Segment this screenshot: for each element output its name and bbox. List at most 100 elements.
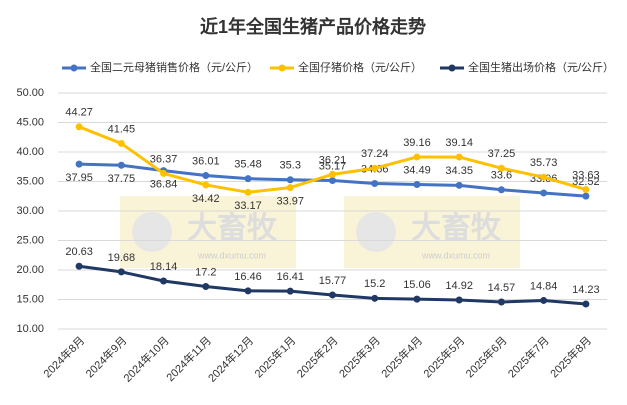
data-point: [540, 296, 548, 304]
data-label: 17.2: [195, 266, 216, 278]
data-point: [371, 294, 379, 302]
x-tick-label: 2024年8月: [40, 333, 87, 380]
data-label: 44.27: [65, 107, 93, 119]
data-point: [160, 169, 168, 177]
data-label: 15.2: [364, 278, 385, 290]
legend-label: 全国生猪出场价格（元/公斤）: [468, 60, 614, 74]
watermark-logo: [132, 212, 172, 252]
data-label: 19.68: [108, 252, 136, 264]
data-label: 35.73: [530, 157, 558, 169]
watermark-brand: 大畜牧: [411, 211, 502, 245]
data-point: [413, 295, 421, 303]
data-label: 16.46: [234, 271, 262, 283]
data-label: 14.84: [530, 280, 558, 292]
data-point: [371, 164, 379, 172]
legend-marker: [70, 64, 78, 72]
y-tick-label: 20.00: [16, 264, 44, 276]
data-point: [582, 300, 590, 308]
data-label: 37.95: [65, 172, 93, 184]
y-tick-label: 30.00: [16, 205, 44, 217]
data-label: 33.6: [491, 170, 512, 182]
data-label: 33.63: [572, 169, 600, 181]
data-point: [455, 153, 463, 161]
data-point: [455, 181, 463, 189]
y-tick-label: 15.00: [16, 293, 44, 305]
data-label: 14.92: [445, 280, 473, 292]
data-label: 36.84: [150, 179, 178, 191]
data-point: [455, 296, 463, 304]
data-label: 36.01: [192, 155, 220, 167]
data-label: 35.48: [234, 159, 262, 171]
data-point: [329, 291, 336, 299]
data-point: [540, 173, 548, 181]
watermark-url: www.dxumu.com: [197, 250, 266, 260]
legend-label: 全国二元母猪销售价格（元/公斤）: [90, 60, 258, 74]
data-point: [286, 176, 294, 184]
data-label: 16.41: [277, 271, 305, 283]
data-point: [244, 188, 252, 196]
data-point: [202, 172, 210, 180]
y-tick-label: 50.00: [16, 87, 44, 99]
watermark-url: www.dxumu.com: [421, 250, 490, 260]
x-tick-label: 2025年1月: [251, 333, 298, 380]
data-label: 36.21: [319, 154, 347, 166]
x-tick-label: 2024年9月: [82, 333, 129, 380]
data-point: [286, 184, 294, 192]
data-label: 35.3: [280, 160, 301, 172]
x-tick-label: 2024年10月: [120, 333, 171, 384]
data-label: 20.63: [65, 246, 93, 258]
chart-title: 近1年全国生猪产品价格走势: [200, 16, 426, 37]
data-point: [497, 186, 505, 194]
data-label: 34.42: [192, 193, 220, 205]
x-tick-label: 2025年5月: [420, 333, 467, 380]
data-label: 15.06: [403, 279, 431, 291]
x-tick-label: 2025年2月: [294, 333, 341, 380]
data-point: [75, 123, 83, 131]
x-tick-label: 2025年3月: [336, 333, 383, 380]
data-point: [582, 192, 590, 200]
data-point: [202, 283, 210, 291]
watermark-brand: 大畜牧: [187, 211, 278, 245]
data-point: [329, 170, 336, 178]
data-label: 34.35: [445, 165, 473, 177]
x-tick-label: 2025年4月: [378, 333, 425, 380]
data-point: [244, 175, 252, 183]
data-point: [75, 160, 83, 168]
x-tick-label: 2025年7月: [505, 333, 552, 380]
data-point: [497, 164, 505, 172]
data-point: [413, 153, 421, 161]
data-point: [160, 277, 168, 285]
data-label: 14.57: [488, 282, 516, 294]
data-label: 37.75: [108, 173, 136, 185]
data-point: [582, 186, 590, 194]
data-point: [117, 161, 125, 169]
data-label: 33.97: [277, 195, 305, 207]
y-tick-label: 45.00: [16, 116, 44, 128]
data-point: [202, 181, 210, 189]
watermark-logo: [356, 212, 396, 252]
data-label: 39.14: [445, 137, 473, 149]
data-label: 18.14: [150, 261, 178, 273]
y-tick-label: 10.00: [16, 323, 44, 335]
data-label: 36.37: [150, 153, 178, 165]
data-label: 34.49: [403, 164, 431, 176]
data-point: [286, 287, 294, 295]
data-point: [117, 268, 125, 276]
data-point: [540, 189, 548, 197]
x-tick-label: 2025年8月: [547, 333, 594, 380]
data-point: [244, 287, 252, 295]
data-label: 39.16: [403, 137, 431, 149]
data-point: [497, 298, 505, 306]
data-label: 37.25: [488, 148, 516, 160]
x-tick-label: 2025年6月: [463, 333, 510, 380]
data-label: 33.17: [234, 200, 262, 212]
data-label: 32.52: [572, 176, 600, 188]
y-tick-label: 35.00: [16, 175, 44, 187]
data-point: [413, 181, 421, 189]
legend-marker: [448, 64, 456, 72]
data-point: [371, 180, 379, 188]
y-tick-label: 25.00: [16, 234, 44, 246]
data-point: [75, 262, 83, 270]
data-label: 35.17: [319, 160, 347, 172]
